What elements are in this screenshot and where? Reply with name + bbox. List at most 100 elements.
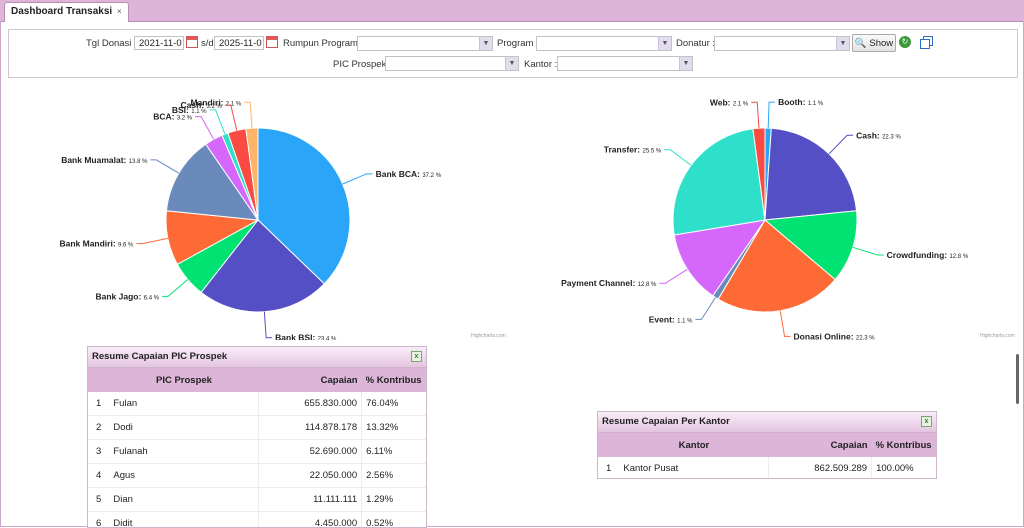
- rumpun-program-select[interactable]: ▼: [357, 36, 493, 51]
- row-name: Fulanah: [109, 440, 258, 464]
- row-capaian: 114.878.178: [259, 416, 362, 440]
- row-capaian: 11.111.111: [259, 488, 362, 512]
- row-number: 6: [88, 512, 109, 528]
- connector-line: [195, 117, 214, 140]
- pic-prospek-label: PIC Prospek :: [333, 59, 392, 70]
- data-label: Bank Mandiri: 9.6 %: [59, 239, 134, 249]
- row-capaian: 52.690.000: [259, 440, 362, 464]
- data-label: Cash: 22.3 %: [856, 130, 901, 140]
- pie-slice[interactable]: [765, 128, 857, 220]
- connector-line: [210, 110, 225, 134]
- data-label: Mandiri: 2.1 %: [190, 97, 241, 107]
- row-number: 2: [88, 416, 109, 440]
- copy-window-icon[interactable]: [920, 36, 932, 48]
- row-capaian: 22.050.000: [259, 464, 362, 488]
- connector-line: [150, 160, 178, 173]
- row-percent: 100.00%: [872, 457, 936, 479]
- column-header[interactable]: % Kontribus: [362, 368, 426, 392]
- rumpun-program-label: Rumpun Program :: [283, 38, 363, 49]
- kantor-label: Kantor :: [524, 59, 557, 70]
- tab-close-icon[interactable]: ×: [117, 7, 122, 16]
- program-select[interactable]: ▼: [536, 36, 672, 51]
- connector-line: [659, 269, 687, 283]
- tab-bar: Dashboard Transaksi ×: [0, 0, 1024, 22]
- tgl-donasi-label: Tgl Donasi :: [86, 38, 137, 49]
- data-label: Bank BSI: 23.4 %: [275, 333, 337, 340]
- pic-prospek-select[interactable]: ▼: [385, 56, 519, 71]
- row-capaian: 4.450.000: [259, 512, 362, 528]
- pie-slice[interactable]: [673, 129, 765, 235]
- chevron-down-icon: ▼: [479, 37, 492, 50]
- data-label: Web: 2.1 %: [710, 97, 749, 107]
- column-header[interactable]: % Kontribus: [872, 433, 936, 457]
- pic-panel-header: Resume Capaian PIC Prospek x: [88, 347, 426, 368]
- chevron-down-icon: ▼: [505, 57, 518, 70]
- data-label: Payment Channel: 12.8 %: [561, 278, 657, 288]
- search-icon: 🔍: [855, 38, 867, 49]
- excel-export-icon[interactable]: x: [411, 351, 422, 362]
- connector-line: [162, 280, 188, 297]
- date-from-input[interactable]: 2021-11-0: [134, 36, 184, 50]
- data-label: Crowdfunding: 12.8 %: [887, 250, 969, 260]
- tab-title: Dashboard Transaksi: [11, 6, 112, 17]
- excel-export-icon[interactable]: x: [921, 416, 932, 427]
- connector-line: [244, 102, 252, 128]
- data-label: Bank BCA: 37.2 %: [376, 169, 442, 179]
- row-name: Didit: [109, 512, 258, 528]
- connector-line: [768, 102, 775, 128]
- connector-line: [853, 247, 884, 255]
- column-header[interactable]: Kantor: [619, 433, 768, 457]
- row-capaian: 655.830.000: [259, 392, 362, 416]
- tab-dashboard-transaksi[interactable]: Dashboard Transaksi ×: [4, 2, 129, 22]
- connector-line: [343, 174, 373, 184]
- date-separator: s/d: [201, 38, 214, 49]
- chart-credit: Highcharts.com: [471, 333, 506, 339]
- row-number: 3: [88, 440, 109, 464]
- row-percent: 13.32%: [362, 416, 426, 440]
- row-number: 1: [598, 457, 619, 479]
- kantor-panel-title: Resume Capaian Per Kantor: [602, 416, 730, 427]
- column-header[interactable]: Capaian: [259, 368, 362, 392]
- connector-line: [829, 135, 853, 154]
- row-name: Kantor Pusat: [619, 457, 768, 479]
- connector-line: [264, 312, 272, 338]
- connector-line: [225, 105, 237, 130]
- chevron-down-icon: ▼: [658, 37, 671, 50]
- pie-chart-channel: Booth: 1.1 % Cash: 22.3 % Crowdfunding: 12…: [540, 90, 1010, 340]
- donatur-label: Donatur :: [676, 38, 715, 49]
- data-label: Transfer: 25.5 %: [604, 145, 662, 155]
- row-percent: 1.29%: [362, 488, 426, 512]
- connector-line: [695, 298, 715, 320]
- table-header-row: Kantor Capaian % Kontribus: [598, 433, 936, 457]
- row-name: Fulan: [109, 392, 258, 416]
- kantor-select[interactable]: ▼: [557, 56, 693, 71]
- connector-line: [751, 102, 759, 128]
- data-label: Bank Muamalat: 13.8 %: [61, 155, 148, 165]
- scrollbar[interactable]: [1016, 354, 1019, 404]
- show-button[interactable]: 🔍 Show: [852, 34, 896, 52]
- connector-line: [664, 150, 691, 165]
- row-number: 4: [88, 464, 109, 488]
- row-number: 1: [88, 392, 109, 416]
- refresh-icon[interactable]: ↻: [899, 36, 911, 48]
- date-to-input[interactable]: 2025-11-0: [214, 36, 264, 50]
- column-header[interactable]: PIC Prospek: [109, 368, 258, 392]
- row-percent: 0.52%: [362, 512, 426, 528]
- column-header[interactable]: Capaian: [768, 433, 871, 457]
- row-name: Agus: [109, 464, 258, 488]
- row-percent: 76.04%: [362, 392, 426, 416]
- calendar-icon[interactable]: [186, 36, 198, 48]
- data-label: Booth: 1.1 %: [778, 97, 824, 107]
- row-number: 5: [88, 488, 109, 512]
- calendar-icon[interactable]: [266, 36, 278, 48]
- donatur-select[interactable]: ▼: [714, 36, 850, 51]
- chevron-down-icon: ▼: [679, 57, 692, 70]
